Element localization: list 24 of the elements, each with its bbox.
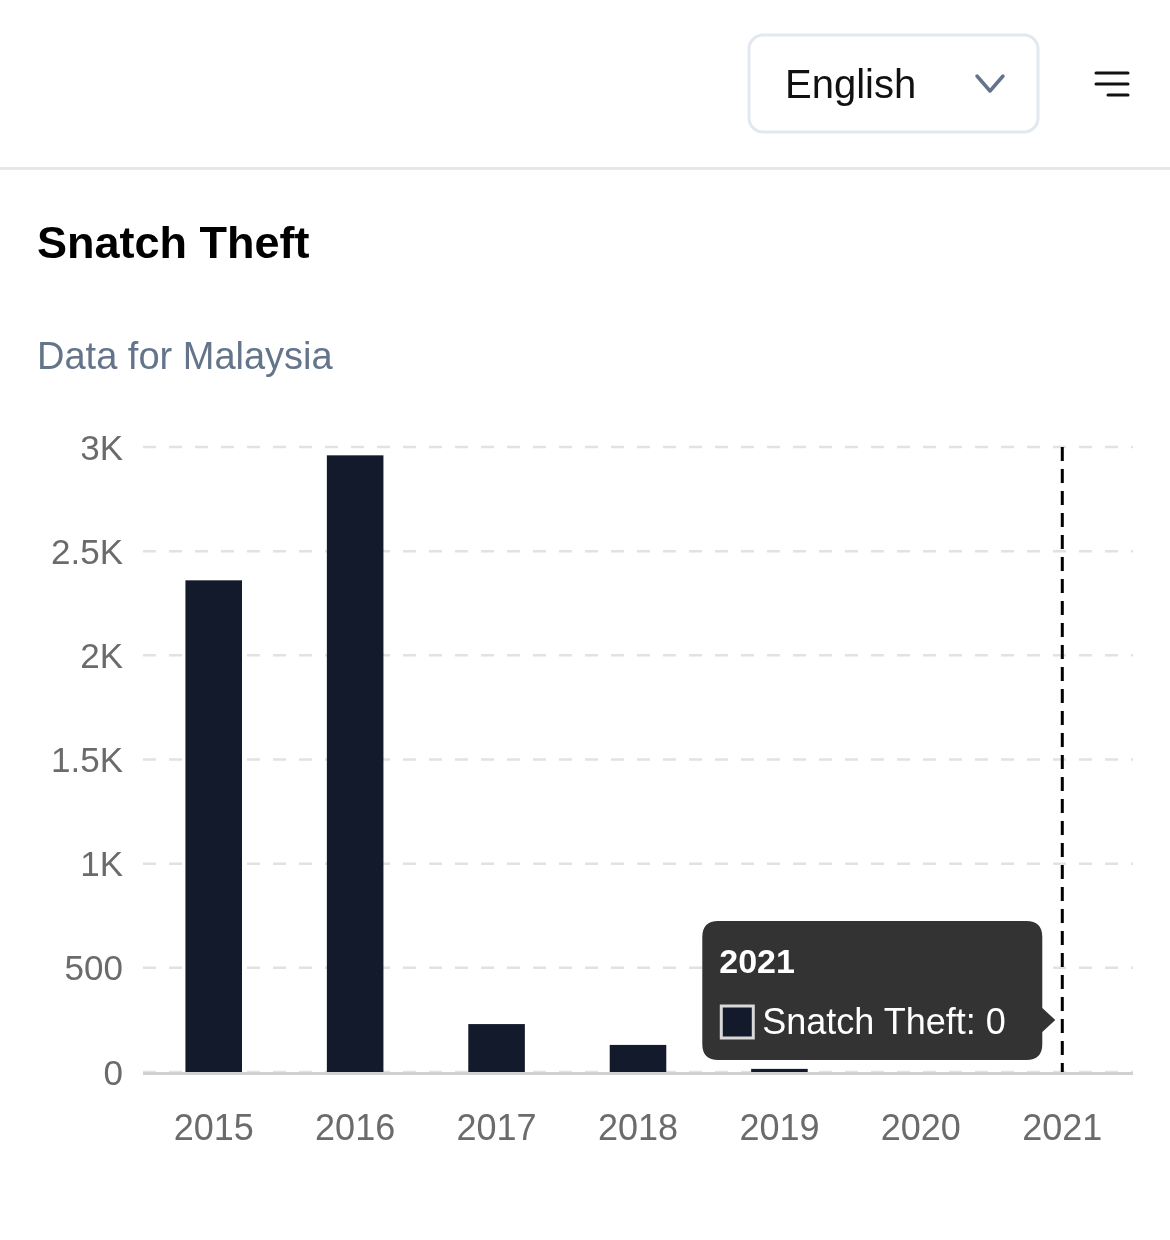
y-tick-label: 0 [103,1052,123,1092]
y-tick-label: 1K [80,844,123,884]
chart-subtitle: Data for Malaysia [37,335,334,377]
bar [326,455,384,1072]
bar [185,580,242,1072]
y-tick-label: 2K [80,635,123,675]
language-dropdown: English [747,33,1040,134]
x-tick-label: 2020 [880,1107,961,1148]
annotation: 2021 [719,942,795,980]
bar [468,1024,525,1072]
x-tick-label: 2015 [173,1107,254,1148]
y-tick-label: 3K [80,427,123,467]
chart-title: Snatch Theft [37,217,310,268]
annotation: Snatch Theft: 0 [762,1001,1006,1042]
x-tick-label: 2017 [456,1107,537,1148]
y-tick-label: 2.5K [51,531,123,571]
x-tick-label: 2019 [739,1107,820,1148]
x-tick-label: 2018 [597,1107,679,1148]
y-tick-label: 1.5K [51,740,123,780]
x-tick-label: 2016 [315,1107,396,1148]
x-tick-label: 2021 [1022,1107,1103,1148]
bar [751,1068,808,1073]
bar [609,1044,667,1072]
y-tick-label: 500 [64,948,123,988]
